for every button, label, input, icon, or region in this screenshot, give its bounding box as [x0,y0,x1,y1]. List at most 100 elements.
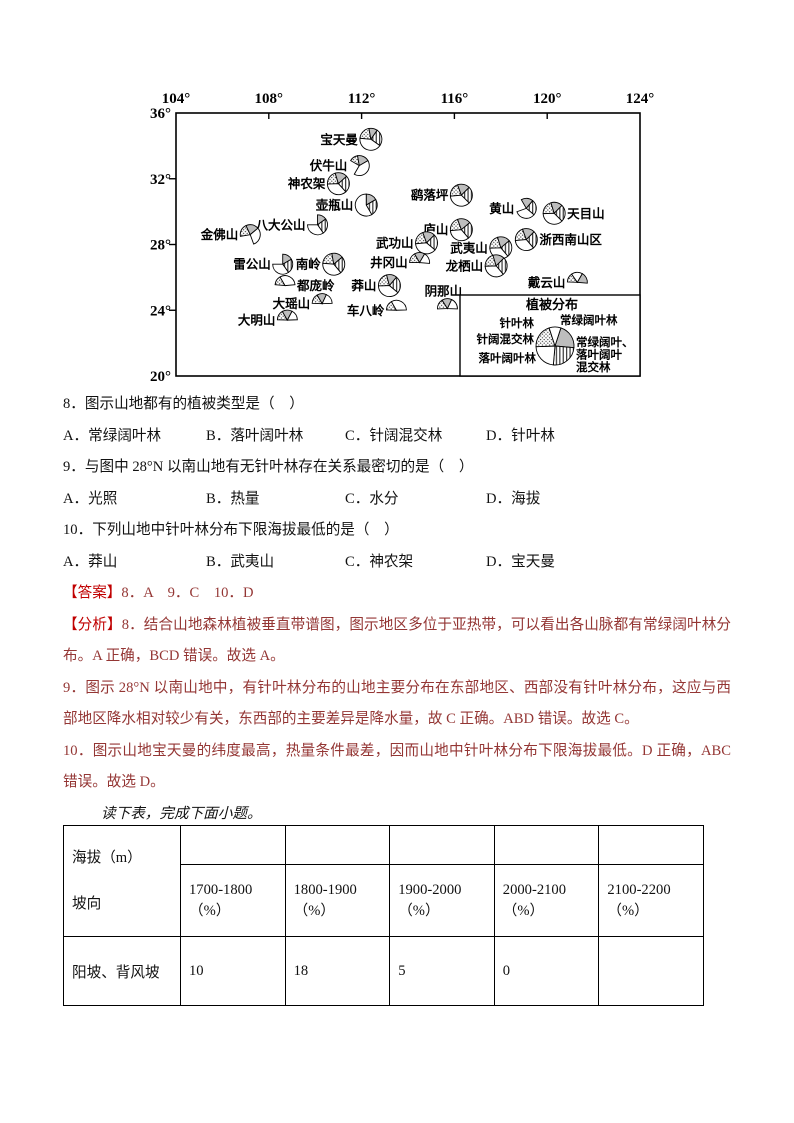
question-8: 8．图示山地都有的植被类型是（ ） [63,396,304,412]
empty-header-cell [389,825,495,865]
x-axis-label: 116° [441,91,469,107]
mountain-label: 金佛山 [200,227,239,242]
legend-label-coniferous: 针叶林 [500,316,535,330]
option-8-D: D．针叶林 [486,427,555,444]
x-axis-label: 124° [626,91,655,107]
mountain-pie [516,207,535,219]
option-9-A: A．光照 [63,490,118,507]
mountain-label: 神农架 [288,176,326,191]
mountain-pie [286,310,298,321]
legend-label-evergreen-deciduous-mixed: 常绿阔叶、 [576,335,634,349]
table-intro: 读下表，完成下面小题。 [101,805,262,822]
legend-pie-slice [548,326,562,348]
mountain-label: 莽山 [350,278,376,293]
analysis-block: 【分析】8．结合山地森林植被垂直带谱图，图示地区多位于亚热带，可以看出各山脉都有… [63,610,731,799]
legend-label-deciduous-broadleaf: 落叶阔叶林 [479,351,537,365]
option-9-B: B．热量 [206,490,260,507]
empty-header-cell [493,825,600,865]
table-value-cell: 5 [389,936,495,1006]
column-header: 1800-1900（%） [284,864,391,937]
analysis-paragraph-3: 10．图示山地宝天曼的纬度最高，热量条件最差，因而山地中针叶林分布下限海拔最低。… [63,742,731,791]
mountain-label: 鹞落坪 [411,188,449,203]
y-axis-label: 24° [150,303,171,319]
mountain-label: 车八岭 [347,303,385,318]
mountain-pie [354,193,373,217]
x-axis-label: 108° [255,91,283,107]
row-label: 阳坡、背风坡 [63,936,181,1006]
legend-title: 植被分布 [525,297,578,312]
mountain-pie [249,227,261,245]
answer-line: 【答案】8．A 9．C 10．D [63,578,731,610]
mountain-pie [449,229,470,242]
question-9: 9．与图中 28°N 以南山地有无针叶林存在关系最密切的是（ ） [63,459,474,475]
y-axis-label: 28° [150,238,171,254]
y-axis-label: 36° [150,106,171,122]
option-8-A: A．常绿阔叶林 [63,427,162,444]
table-corner-cell: 海拔（m） 坡向 [63,825,181,937]
option-10-D: D．宝天曼 [486,553,555,570]
mountain-pie [279,275,296,287]
table-value-cell: 10 [180,936,286,1006]
legend-label-evergreen-deciduous-mixed: 落叶阔叶 [576,348,622,362]
mountain-pie [576,273,588,284]
mountain-label: 井冈山 [370,255,408,270]
mountain-label: 伏牛山 [310,158,348,173]
mountain-pie [272,263,290,275]
column-header: 1700-1800（%） [180,864,286,937]
mountain-label: 都庞岭 [296,278,335,293]
mountain-label: 武功山 [376,235,414,250]
mountain-pie [322,262,342,276]
mountain-label: 南岭 [296,257,322,272]
table-value-cell: 18 [284,936,391,1006]
column-header: 2100-2200（%） [598,864,704,937]
mountain-label: 浙西南山区 [539,232,602,247]
empty-header-cell [180,825,286,865]
analysis-paragraph-1: 【分析】8．结合山地森林植被垂直带谱图，图示地区多位于亚热带，可以看出各山脉都有… [63,616,731,665]
question-text-block: 8．图示山地都有的植被类型是（ ） A．常绿阔叶林 B．落叶阔叶林 C．针阔混交林 D．… [63,389,731,830]
elevation-aspect-table: 海拔（m） 坡向 1700-1800（%） 1800-1900（%） 1900-2000… [63,825,704,1006]
mountain-label: 戴云山 [528,275,566,290]
mountain-pie [326,183,347,196]
y-axis-label: 20° [150,369,171,385]
option-10-A: A．莽山 [63,553,118,570]
mountain-label: 阴那山 [425,284,463,299]
mountain-pie [307,224,324,236]
mountain-label: 大瑶山 [273,296,311,311]
legend-label-mixed-conifer-broadleaf: 针阔混交林 [477,332,535,346]
corner-line: 坡向 [72,896,102,912]
mountain-pie [446,298,458,310]
option-9-C: C．水分 [345,490,399,507]
question-8-options: A．常绿阔叶林 B．落叶阔叶林 C．针阔混交林 D．针叶林 [63,421,731,453]
mountain-pie [353,159,370,177]
mountain-label: 黄山 [489,201,514,216]
y-axis-label: 32° [150,172,171,188]
mountain-pie [542,212,563,225]
mountain-label: 武夷山 [450,240,488,255]
option-8-B: B．落叶阔叶林 [206,427,304,444]
column-header: 1900-2000（%） [389,864,495,937]
mountain-label: 宝天曼 [320,132,358,147]
mountain-pie [449,194,470,207]
empty-header-cell [284,825,391,865]
option-10-C: C．神农架 [345,553,414,570]
option-10-B: B．武夷山 [206,553,275,570]
mountain-label: 壶瓶山 [316,198,354,213]
question-9-options: A．光照 B．热量 C．水分 D．海拔 [63,484,731,516]
vegetation-map-figure: 104° 108° 112° 116° 120° 124° 36° 32° 28° 24° 20° 宝… [140,83,660,385]
analysis-paragraph-2: 9．图示 28°N 以南山地中，有针叶林分布的山地主要分布在东部地区、西部没有针… [63,679,731,728]
mountain-pie [484,265,504,278]
mountain-label: 八大公山 [255,217,306,232]
x-axis-label: 120° [533,91,562,107]
mountain-pie [514,239,535,252]
option-8-C: C．针阔混交林 [345,427,443,444]
mountain-pie [377,285,399,297]
empty-header-cell [598,825,704,865]
legend-label-evergreen-deciduous-mixed: 混交林 [576,360,611,374]
mountain-label: 大明山 [238,313,276,328]
mountain-pie [390,299,407,311]
question-10: 10．下列山地中针叶林分布下限海拔最低的是（ ） [63,522,399,538]
mountain-label: 天目山 [567,206,605,221]
corner-line: 海拔（m） [72,850,142,866]
column-header: 2000-2100（%） [493,864,600,937]
